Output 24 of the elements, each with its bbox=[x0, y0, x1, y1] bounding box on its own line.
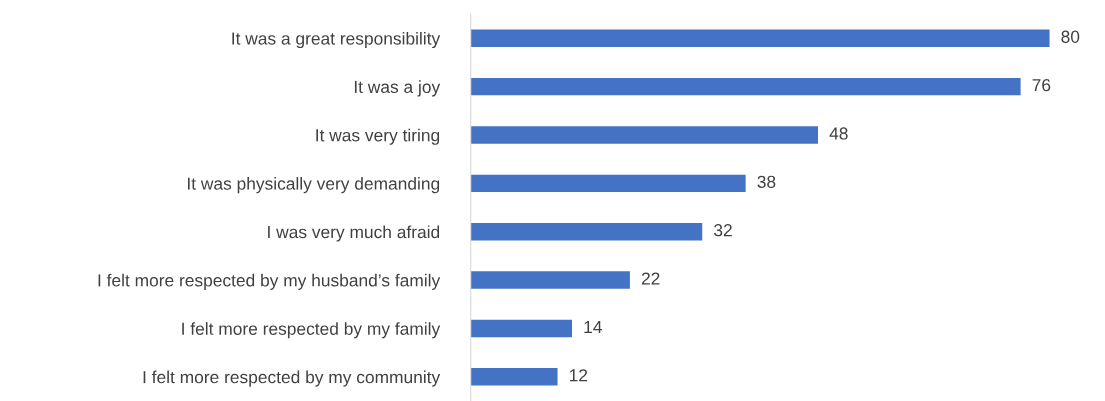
data-label: 14 bbox=[584, 320, 602, 333]
data-label: 38 bbox=[757, 175, 776, 188]
data-label: 12 bbox=[569, 369, 588, 382]
bar bbox=[470, 223, 703, 241]
y-tick-label: I felt more respected by my community bbox=[143, 370, 441, 387]
y-tick-label: It was a great responsibility bbox=[232, 31, 441, 49]
y-tick-label: It was a joy bbox=[354, 80, 441, 97]
bar bbox=[470, 271, 630, 289]
y-tick-label: I felt more respected by my family bbox=[182, 322, 441, 339]
bar bbox=[470, 319, 573, 338]
data-label: 22 bbox=[641, 272, 660, 285]
data-label: 32 bbox=[714, 224, 732, 237]
data-label: 80 bbox=[1061, 30, 1080, 43]
y-tick-label: It was very tiring bbox=[316, 128, 440, 145]
data-label: 48 bbox=[829, 127, 848, 140]
bar bbox=[470, 126, 819, 144]
y-tick-label: I was very much afraid bbox=[268, 225, 440, 242]
y-tick-label: It was physically very demanding bbox=[188, 177, 440, 194]
data-label: 76 bbox=[1032, 78, 1051, 92]
bar bbox=[470, 77, 1021, 96]
y-tick-label: I felt more respected by my husband’s family bbox=[98, 273, 441, 290]
bar bbox=[470, 29, 1050, 47]
bar bbox=[470, 368, 558, 386]
bar bbox=[470, 174, 746, 193]
